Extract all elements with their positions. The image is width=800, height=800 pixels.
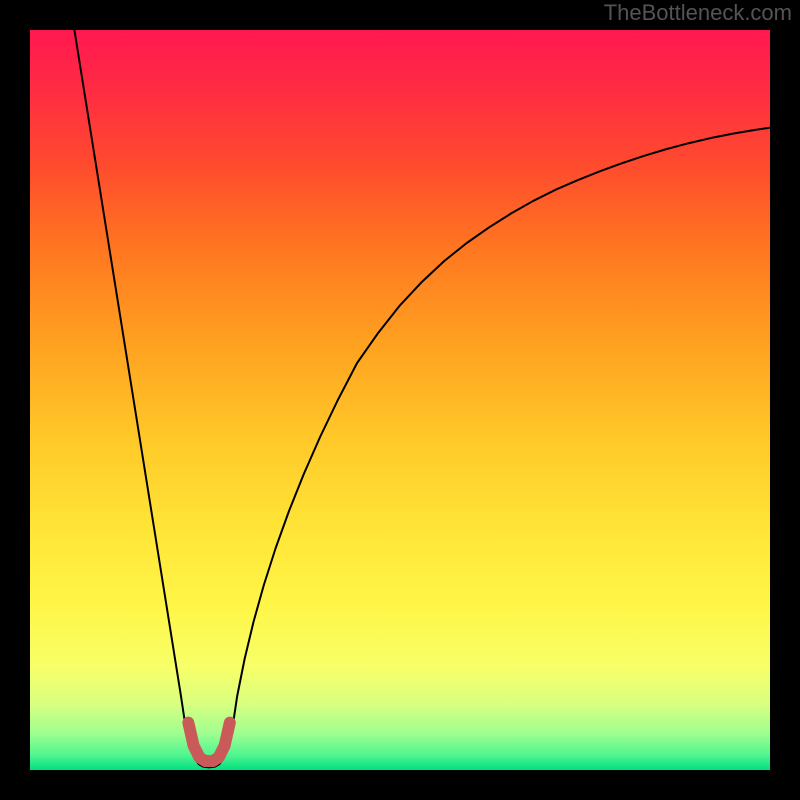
watermark-text: TheBottleneck.com [604, 0, 792, 26]
chart-background [30, 30, 770, 770]
chart-svg [30, 30, 770, 770]
chart-frame: TheBottleneck.com [0, 0, 800, 800]
plot-area [30, 30, 770, 770]
